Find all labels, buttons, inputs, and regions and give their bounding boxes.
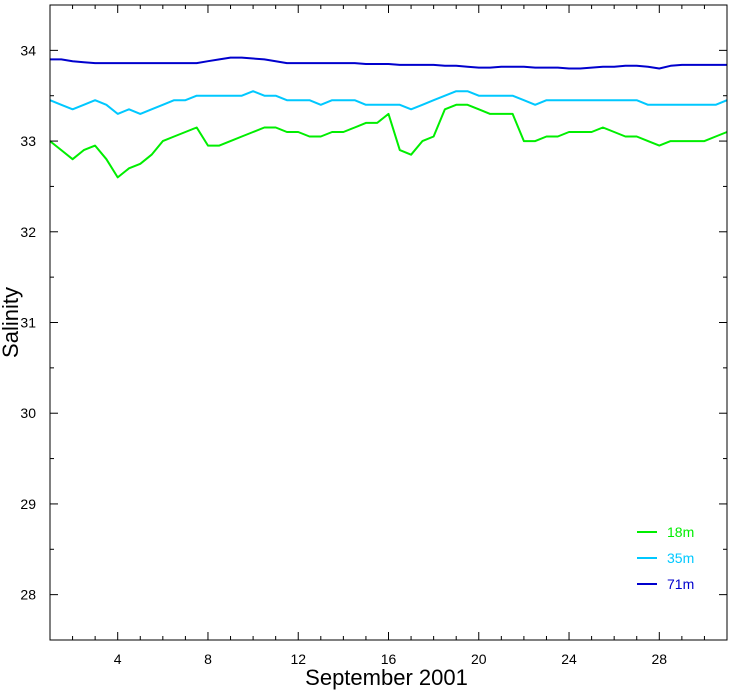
y-tick-label: 32 xyxy=(20,224,36,240)
series-lines xyxy=(49,56,728,179)
x-tick-label: 28 xyxy=(652,651,668,667)
y-tick-label: 33 xyxy=(20,133,36,149)
x-tick-label: 16 xyxy=(381,651,397,667)
x-tick-label: 20 xyxy=(471,651,487,667)
y-axis-title: Salinity xyxy=(0,287,23,358)
x-tick-label: 24 xyxy=(561,651,577,667)
y-tick-label: 31 xyxy=(20,315,36,331)
x-tick-label: 8 xyxy=(204,651,212,667)
x-tick-label: 12 xyxy=(290,651,306,667)
y-tick-label: 28 xyxy=(20,587,36,603)
series-line-18m xyxy=(49,103,728,179)
x-axis-title: September 2001 xyxy=(305,665,468,690)
tick-labels: 4 8 12 16 20 24 28 28 29 30 31 32 33 34 xyxy=(20,42,667,667)
legend: 18m 35m 71m xyxy=(637,524,694,592)
series-line-35m xyxy=(49,90,728,115)
legend-label-18m: 18m xyxy=(667,524,694,540)
x-tick-label: 4 xyxy=(114,651,122,667)
y-tick-label: 34 xyxy=(20,42,36,58)
legend-label-71m: 71m xyxy=(667,576,694,592)
y-tick-label: 30 xyxy=(20,405,36,421)
legend-label-35m: 35m xyxy=(667,550,694,566)
series-line-71m xyxy=(50,56,727,70)
y-tick-label: 29 xyxy=(20,496,36,512)
axes xyxy=(49,4,728,641)
